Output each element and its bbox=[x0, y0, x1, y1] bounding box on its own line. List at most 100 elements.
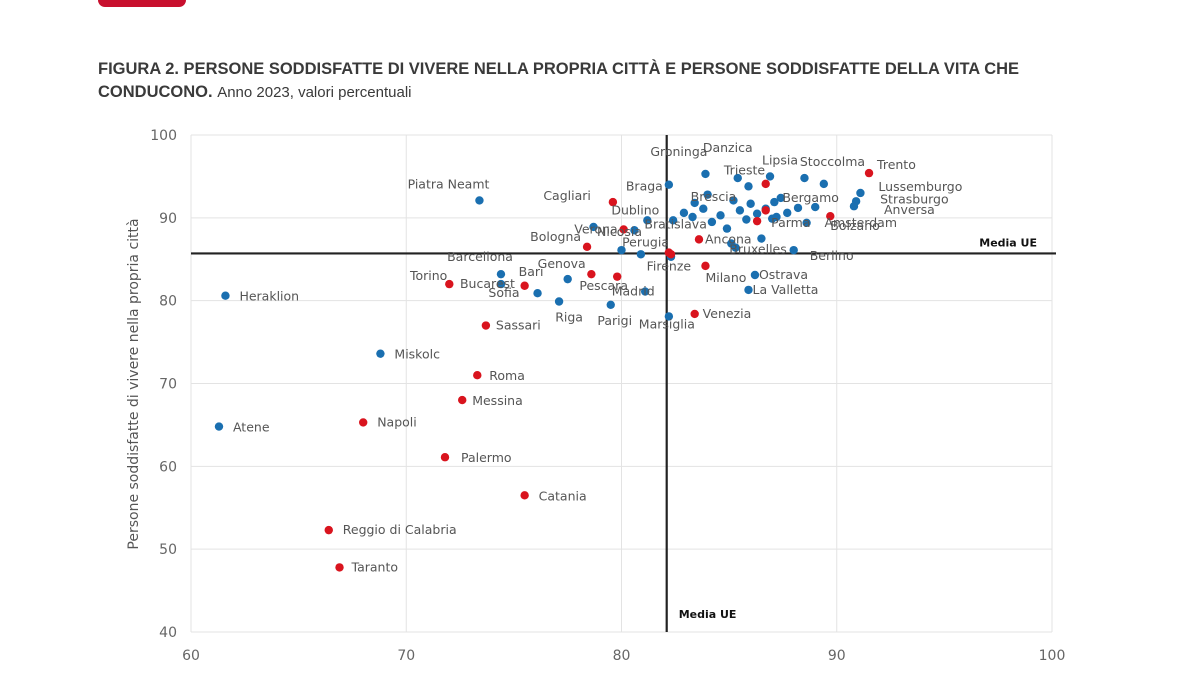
data-point bbox=[722, 224, 732, 233]
data-point bbox=[688, 212, 697, 222]
data-point bbox=[761, 206, 770, 215]
point-label: Catania bbox=[539, 488, 587, 503]
point-label: Bolzano bbox=[830, 218, 880, 233]
data-point bbox=[735, 206, 745, 215]
data-point bbox=[750, 270, 760, 280]
data-point bbox=[793, 203, 803, 213]
data-point bbox=[643, 216, 652, 225]
data-point bbox=[376, 349, 385, 358]
data-point bbox=[458, 395, 467, 405]
point-label: Genova bbox=[538, 256, 586, 271]
point-label: Trieste bbox=[723, 162, 766, 177]
x-tick-label: 100 bbox=[1039, 648, 1066, 664]
point-label: Lipsia bbox=[762, 152, 798, 167]
data-point bbox=[533, 289, 542, 298]
point-label: Bratislava bbox=[644, 216, 706, 231]
data-point bbox=[636, 250, 646, 259]
data-point bbox=[664, 248, 674, 257]
point-label: Berlino bbox=[810, 248, 854, 263]
point-label: Madrid bbox=[612, 284, 655, 299]
data-point bbox=[664, 180, 674, 189]
eu-average-label-vertical: Media UE bbox=[679, 608, 737, 621]
data-point bbox=[563, 274, 572, 284]
data-point bbox=[440, 453, 450, 462]
x-tick-label: 80 bbox=[613, 648, 631, 664]
data-point bbox=[703, 190, 712, 199]
point-label: Miskolc bbox=[394, 347, 440, 362]
data-point bbox=[619, 225, 628, 234]
data-point bbox=[811, 202, 820, 212]
data-point bbox=[679, 208, 689, 218]
point-label: Dublino bbox=[611, 202, 659, 217]
point-label: Sassari bbox=[496, 318, 541, 333]
data-point bbox=[664, 312, 674, 321]
data-point bbox=[221, 291, 230, 300]
data-point bbox=[606, 300, 615, 310]
point-label: Nicosia bbox=[597, 224, 642, 239]
point-label: Lussemburgo bbox=[878, 179, 962, 194]
y-tick-label: 90 bbox=[159, 211, 177, 227]
point-label: Riga bbox=[555, 309, 583, 324]
point-label: Milano bbox=[705, 270, 746, 285]
point-label: Anversa bbox=[884, 202, 935, 217]
y-axis-label: Persone soddisfatte di vivere nella prop… bbox=[126, 218, 142, 549]
data-point bbox=[746, 199, 755, 208]
point-label: Cagliari bbox=[543, 188, 591, 203]
brand-logo bbox=[98, 0, 186, 7]
data-point bbox=[640, 287, 650, 296]
point-label: Barcellona bbox=[447, 249, 513, 264]
data-point bbox=[520, 491, 529, 500]
data-point bbox=[445, 279, 454, 289]
data-point bbox=[752, 216, 762, 226]
data-point bbox=[608, 197, 618, 207]
axis-ticks: 40 50 60 70 80 90 100 60 70 80 90 100 bbox=[150, 128, 1065, 664]
data-point bbox=[800, 173, 809, 183]
point-label: Perugia bbox=[622, 234, 669, 249]
x-tick-label: 90 bbox=[828, 648, 846, 664]
point-label: Stoccolma bbox=[800, 154, 865, 169]
data-point bbox=[699, 204, 708, 213]
data-point bbox=[742, 215, 751, 224]
data-point bbox=[668, 216, 678, 225]
data-point bbox=[826, 211, 835, 221]
data-point bbox=[744, 285, 753, 295]
point-label: Firenze bbox=[647, 259, 692, 274]
data-point bbox=[214, 422, 224, 431]
point-label: Bergamo bbox=[782, 190, 839, 205]
point-label: Danzica bbox=[703, 140, 753, 155]
data-point bbox=[520, 281, 529, 290]
point-label: Ostrava bbox=[759, 267, 808, 282]
y-tick-label: 50 bbox=[159, 542, 177, 558]
x-tick-label: 70 bbox=[397, 648, 415, 664]
data-point bbox=[849, 202, 859, 211]
data-point bbox=[744, 182, 753, 191]
data-point bbox=[783, 208, 792, 218]
data-point bbox=[496, 279, 506, 289]
data-point bbox=[587, 269, 596, 279]
y-tick-label: 80 bbox=[159, 294, 177, 310]
data-point bbox=[496, 269, 506, 279]
data-point bbox=[752, 209, 762, 218]
point-label: Bologna bbox=[530, 229, 581, 244]
data-point bbox=[690, 309, 699, 319]
data-point bbox=[359, 418, 368, 427]
point-label: La Valletta bbox=[752, 282, 818, 297]
data-point bbox=[554, 297, 564, 306]
data-point bbox=[617, 245, 626, 255]
data-point bbox=[481, 321, 491, 330]
point-label: Bruxelles bbox=[729, 242, 787, 257]
data-point bbox=[802, 218, 811, 228]
point-label: Venezia bbox=[703, 306, 752, 321]
data-point bbox=[324, 525, 333, 535]
data-point bbox=[582, 242, 592, 252]
data-point bbox=[733, 173, 742, 183]
data-point bbox=[761, 179, 770, 189]
point-label: Napoli bbox=[377, 414, 417, 429]
y-tick-label: 70 bbox=[159, 377, 177, 393]
point-label: Atene bbox=[233, 420, 270, 435]
point-label: Messina bbox=[472, 393, 523, 408]
data-point bbox=[770, 197, 779, 207]
data-point bbox=[475, 196, 484, 205]
point-label: Palermo bbox=[461, 450, 512, 465]
